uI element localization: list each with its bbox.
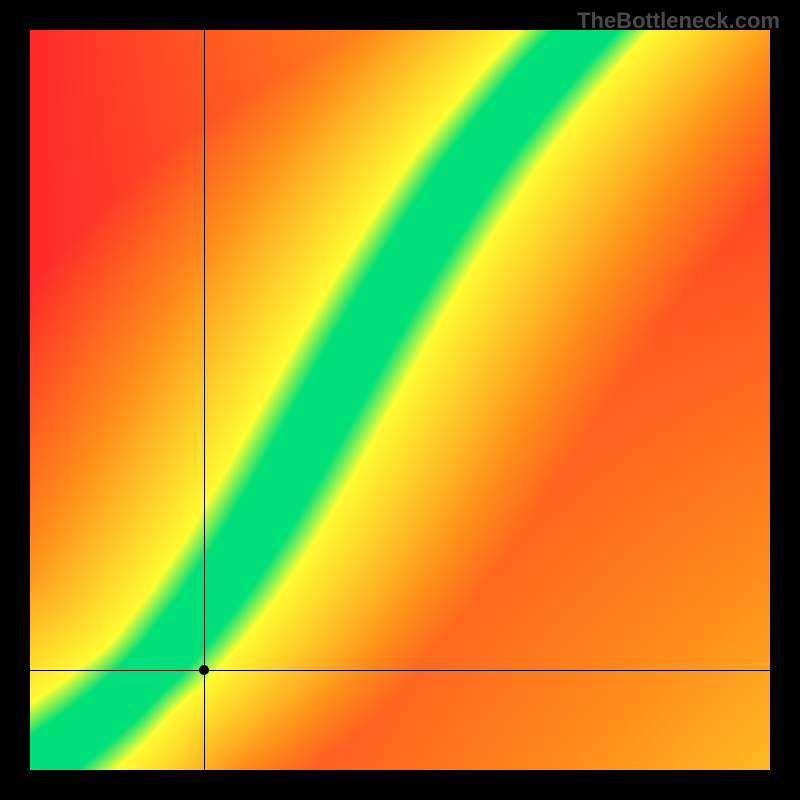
- watermark-text: TheBottleneck.com: [577, 8, 780, 34]
- crosshair-vertical: [204, 30, 205, 770]
- crosshair-marker: [199, 665, 209, 675]
- crosshair-horizontal: [30, 670, 770, 671]
- heatmap-chart: [30, 30, 770, 770]
- heatmap-canvas: [30, 30, 770, 770]
- chart-container: TheBottleneck.com: [0, 0, 800, 800]
